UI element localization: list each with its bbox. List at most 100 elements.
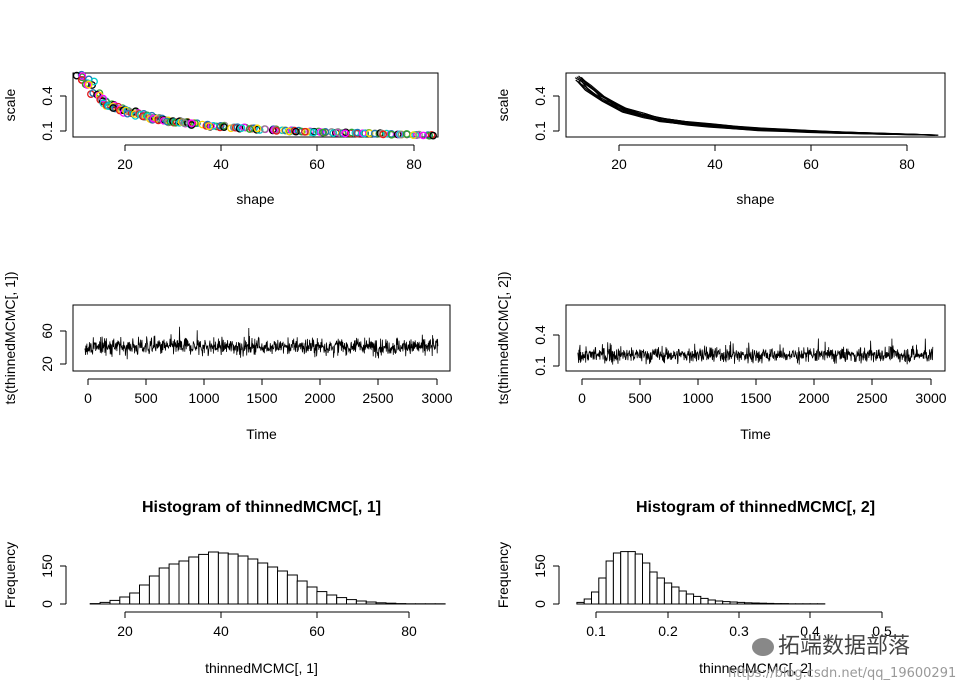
- x-tick-label: 0: [84, 390, 92, 406]
- histogram-bar: [99, 601, 111, 605]
- watermark-url: https://blog.csdn.net/qq_19600291: [728, 666, 957, 681]
- histogram-bar: [247, 558, 259, 605]
- y-tick-label: 20: [39, 356, 55, 372]
- histogram-bar: [178, 560, 190, 605]
- histogram-bar: [671, 586, 680, 605]
- x-tick-label: 0.1: [586, 623, 606, 639]
- x-axis-label-5: thinnedMCMC[, 1]: [205, 660, 318, 676]
- scatter-point: [281, 126, 290, 135]
- y-tick-label: 0.1: [532, 121, 548, 141]
- y-tick-label: 0.1: [532, 356, 548, 376]
- scatter-point: [85, 80, 93, 89]
- plot-frame-3: [72, 304, 451, 372]
- scatter-point: [292, 127, 300, 136]
- scatter-point: [319, 128, 328, 137]
- scatter-point: [130, 110, 139, 118]
- scatter-point: [139, 112, 147, 121]
- scatter-point: [309, 128, 318, 137]
- histogram-bar: [168, 563, 180, 605]
- scatter-point: [415, 130, 423, 139]
- x-tick-label: 20: [117, 623, 133, 639]
- histogram-bar: [649, 571, 658, 605]
- scatter-point: [260, 125, 269, 133]
- histogram-bar: [707, 599, 716, 605]
- trajectory-line: [578, 80, 938, 136]
- scatter-point: [253, 124, 262, 133]
- scatter-point: [78, 72, 87, 80]
- scatter-point: [202, 122, 211, 130]
- x-tick-label: 80: [401, 623, 417, 639]
- plot-frame-2: [565, 72, 946, 138]
- histogram-bar: [326, 594, 338, 605]
- chart-title-5: Histogram of thinnedMCMC[, 1]: [142, 499, 381, 516]
- histogram-bar: [148, 575, 160, 605]
- histogram-bar: [685, 593, 695, 605]
- histogram-bar: [227, 553, 239, 605]
- x-axis-label-4: Time: [740, 426, 771, 442]
- x-tick-label: 0.4: [800, 623, 820, 639]
- scatter-point: [245, 125, 254, 133]
- trajectory-line: [576, 78, 937, 136]
- histogram-bar: [620, 551, 629, 605]
- histogram-bar: [736, 601, 746, 605]
- histogram-bar: [346, 599, 357, 605]
- histogram-bar: [109, 599, 121, 605]
- histogram-bar: [605, 560, 614, 605]
- scatter-point: [334, 128, 342, 136]
- histogram-bar: [700, 597, 709, 605]
- histogram-bar: [765, 602, 775, 605]
- histogram-bar: [208, 551, 219, 605]
- histogram-bar: [612, 552, 622, 605]
- scatter-point: [72, 71, 81, 80]
- x-tick-label: 60: [309, 623, 325, 639]
- histogram-bar: [277, 570, 288, 605]
- x-tick-label: 40: [213, 623, 229, 639]
- x-tick-label: 2000: [304, 390, 335, 406]
- x-axis-label-6: thinnedMCMC[, 2]: [699, 660, 812, 676]
- scatter-point: [301, 127, 309, 136]
- scatter-point: [198, 120, 207, 129]
- trajectory-line: [578, 75, 933, 136]
- x-tick-label: 40: [707, 156, 723, 172]
- scatter-point: [409, 131, 418, 139]
- histogram-bar: [385, 602, 397, 605]
- trajectory-line: [576, 76, 937, 136]
- histogram-bar: [583, 598, 593, 605]
- trajectory-line: [581, 78, 933, 136]
- y-axis-label-6: Frequency: [495, 542, 511, 608]
- wechat-icon: [752, 638, 774, 656]
- histogram-bar: [744, 602, 753, 605]
- histogram-bar: [663, 582, 673, 605]
- scatter-point: [154, 116, 163, 125]
- x-tick-label: 3000: [421, 390, 452, 406]
- x-tick-label: 40: [213, 156, 229, 172]
- trajectory-line: [574, 77, 934, 136]
- scatter-point: [419, 131, 428, 140]
- y-tick-label: 60: [39, 323, 55, 339]
- histogram-bar: [296, 580, 308, 605]
- histogram-bar: [139, 584, 150, 605]
- histogram-bar: [306, 586, 318, 605]
- x-axis-label-1: shape: [236, 191, 274, 207]
- x-tick-label: 1000: [682, 390, 713, 406]
- x-tick-label: 2000: [798, 390, 829, 406]
- scatter-point: [271, 126, 280, 134]
- x-tick-label: 1500: [740, 390, 771, 406]
- scatter-point: [272, 127, 281, 135]
- x-tick-label: 80: [406, 156, 422, 172]
- histogram-bar: [375, 602, 387, 605]
- trace-line: [577, 338, 934, 365]
- scatter-point: [220, 123, 228, 132]
- y-axis-label-1: scale: [2, 88, 18, 121]
- histogram-bar: [722, 601, 731, 605]
- plot-frame-1: [72, 72, 439, 138]
- y-tick-label: 150: [532, 554, 548, 578]
- x-tick-label: 0.3: [729, 623, 749, 639]
- histogram-bar: [627, 551, 636, 605]
- x-tick-label: 80: [899, 156, 915, 172]
- trajectory-line: [580, 76, 937, 136]
- histogram-bar: [751, 602, 760, 605]
- scatter-point: [123, 109, 132, 118]
- scatter-point: [429, 131, 437, 140]
- x-tick-label: 2500: [856, 390, 887, 406]
